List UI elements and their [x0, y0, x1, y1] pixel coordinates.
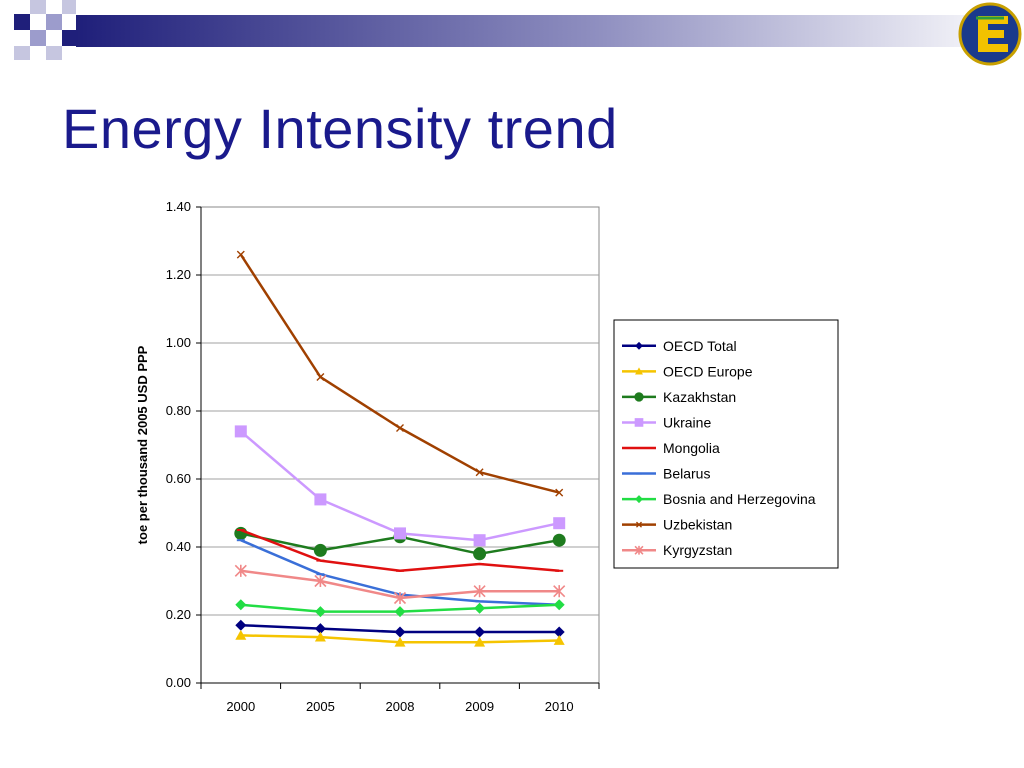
data-point: [314, 574, 327, 588]
data-point: [394, 636, 406, 647]
legend-label: Kyrgyzstan: [663, 542, 732, 558]
y-tick-label: 1.40: [166, 199, 191, 214]
data-point: [553, 599, 565, 611]
y-tick-label: 0.20: [166, 607, 191, 622]
data-point: [553, 635, 565, 645]
legend-item: Ukraine: [622, 414, 711, 430]
y-tick-label: 0.00: [166, 675, 191, 690]
data-point: [552, 533, 566, 547]
legend-box: [613, 319, 839, 569]
legend-label: Mongolia: [663, 440, 720, 456]
data-point: [634, 418, 644, 427]
data-point: [234, 564, 247, 577]
series-oecd-europe: [235, 629, 565, 647]
legend-item: OECD Europe: [622, 363, 753, 379]
banner-square: [62, 30, 76, 46]
data-point: [394, 606, 406, 618]
banner-square: [62, 0, 76, 14]
legend-item: Kazakhstan: [622, 389, 736, 405]
x-tick-label: 2000: [226, 699, 255, 714]
y-tick-label: 0.80: [166, 403, 191, 418]
series-kyrgyzstan: [234, 564, 566, 605]
banner-square: [30, 30, 46, 46]
data-point: [314, 493, 327, 506]
series-oecd-total: [235, 619, 565, 638]
x-tick-label: 2005: [306, 699, 335, 714]
banner-gradient-bar: [76, 15, 1024, 47]
series-mongolia: [236, 528, 564, 573]
y-tick-label: 0.40: [166, 539, 191, 554]
legend-label: OECD Total: [663, 338, 737, 354]
legend-item: Mongolia: [622, 440, 720, 456]
banner-square: [14, 46, 30, 60]
legend-item: OECD Total: [622, 338, 737, 354]
x-tick-label: 2008: [386, 699, 415, 714]
data-point: [396, 424, 404, 432]
data-point: [553, 517, 566, 530]
data-point: [235, 619, 247, 631]
data-point: [314, 623, 326, 635]
x-tick-label: 2010: [545, 699, 574, 714]
data-point: [473, 585, 486, 598]
data-point: [314, 631, 326, 642]
data-point: [553, 626, 565, 638]
banner-square: [46, 14, 62, 30]
banner-square: [14, 14, 30, 30]
banner-square: [30, 0, 46, 14]
banner-square: [46, 46, 62, 60]
header-banner: [14, 0, 1024, 66]
data-point: [313, 543, 327, 557]
data-point: [235, 599, 247, 611]
series-ukraine: [234, 425, 566, 547]
data-point: [635, 341, 643, 350]
data-point: [475, 468, 484, 477]
data-point: [634, 545, 644, 555]
data-point: [555, 488, 564, 497]
legend: OECD Total OECD Europe Kazakhstan Ukraine Mo…: [613, 319, 839, 569]
data-point: [234, 526, 248, 540]
data-point: [234, 425, 247, 438]
data-point: [553, 585, 566, 598]
series-uzbekistan: [236, 250, 564, 497]
series-bosnia-and-herzegovina: [235, 599, 565, 618]
legend-label: Kazakhstan: [663, 389, 736, 405]
data-point: [473, 547, 487, 561]
data-point: [634, 392, 644, 402]
x-tick-label: 2009: [465, 699, 494, 714]
data-point: [394, 527, 406, 540]
y-tick-label: 1.00: [166, 335, 191, 350]
data-point: [635, 367, 643, 375]
energy-charter-e-logo-icon: [958, 2, 1022, 66]
legend-label: Uzbekistan: [663, 517, 732, 533]
legend-label: Belarus: [663, 466, 710, 482]
data-point: [316, 373, 325, 381]
data-point: [235, 629, 247, 640]
data-point: [474, 636, 486, 647]
legend-item: Bosnia and Herzegovina: [622, 491, 816, 507]
y-axis-title: toe per thousand 2005 USD PPP: [135, 345, 150, 544]
legend-item: Kyrgyzstan: [622, 542, 732, 558]
data-point: [473, 534, 486, 547]
data-point: [635, 521, 643, 528]
legend-item: Belarus: [622, 466, 710, 482]
legend-label: OECD Europe: [663, 363, 753, 379]
data-point: [474, 602, 486, 614]
data-point: [314, 606, 326, 618]
data-point: [474, 626, 486, 638]
y-tick-label: 0.60: [166, 471, 191, 486]
slide-title: Energy Intensity trend: [62, 97, 618, 160]
legend-item: Uzbekistan: [622, 517, 732, 533]
data-point: [394, 626, 406, 638]
data-point: [393, 591, 407, 605]
data-point: [236, 250, 245, 259]
data-point: [635, 495, 643, 504]
legend-label: Ukraine: [663, 414, 711, 430]
y-tick-label: 1.20: [166, 267, 191, 282]
legend-label: Bosnia and Herzegovina: [663, 491, 816, 507]
